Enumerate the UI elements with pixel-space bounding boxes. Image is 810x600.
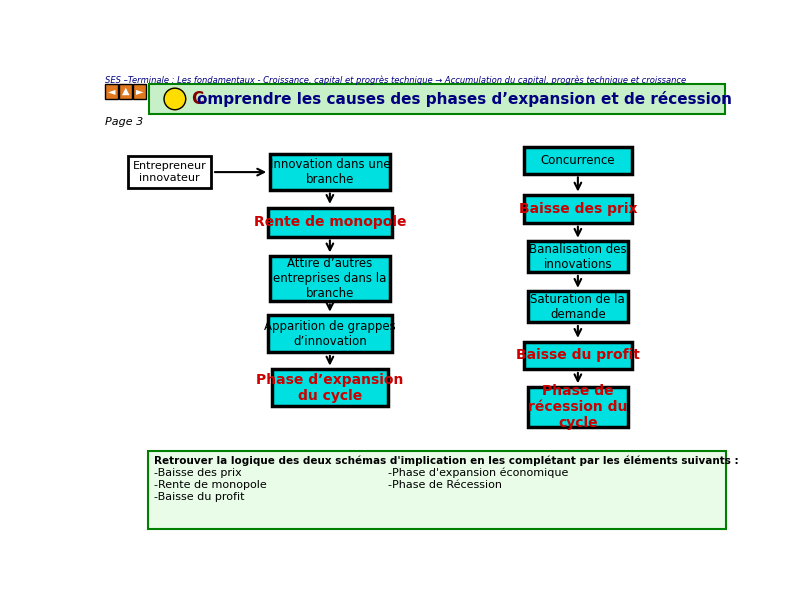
Text: Rente de monopole: Rente de monopole: [254, 215, 406, 229]
Text: Baisse du profit: Baisse du profit: [516, 349, 640, 362]
Bar: [133, 83, 146, 99]
Text: -Baisse du profit: -Baisse du profit: [154, 493, 245, 502]
Text: Attire d’autres
entreprises dans la
branche: Attire d’autres entreprises dans la bran…: [273, 257, 386, 300]
Bar: [270, 256, 390, 301]
Text: Concurrence: Concurrence: [540, 154, 615, 167]
Text: -Phase de Récession: -Phase de Récession: [388, 480, 502, 490]
Bar: [105, 83, 118, 99]
Bar: [523, 148, 632, 173]
Text: omprendre les causes des phases d’expansion et de récession: omprendre les causes des phases d’expans…: [198, 91, 732, 107]
Text: Innovation dans une
branche: Innovation dans une branche: [270, 158, 390, 186]
Text: Apparition de grappes
d’innovation: Apparition de grappes d’innovation: [264, 320, 396, 348]
Text: Saturation de la
demande: Saturation de la demande: [531, 293, 625, 321]
Bar: [119, 83, 132, 99]
Text: -Baisse des prix: -Baisse des prix: [154, 468, 241, 478]
Circle shape: [164, 88, 185, 110]
Bar: [523, 341, 632, 369]
Text: C: C: [191, 90, 203, 108]
Text: SES –Terminale : Les fondamentaux - Croissance, capital et progrès technique → A: SES –Terminale : Les fondamentaux - Croi…: [105, 76, 686, 85]
Text: Phase de
récession du
cycle: Phase de récession du cycle: [528, 384, 628, 430]
Text: Entrepreneur
innovateur: Entrepreneur innovateur: [133, 161, 207, 183]
Text: Baisse des prix: Baisse des prix: [518, 202, 637, 216]
Bar: [147, 451, 726, 529]
Text: -Rente de monopole: -Rente de monopole: [154, 480, 266, 490]
Text: Retrouver la logique des deux schémas d'implication en les complétant par les él: Retrouver la logique des deux schémas d'…: [154, 455, 739, 466]
Bar: [128, 156, 211, 188]
Bar: [270, 154, 390, 190]
Text: -Phase d'expansion économique: -Phase d'expansion économique: [388, 468, 569, 478]
Text: Page 3: Page 3: [105, 116, 143, 127]
Bar: [268, 316, 392, 352]
Bar: [527, 292, 629, 322]
Bar: [527, 241, 629, 272]
Text: Banalisation des
innovations: Banalisation des innovations: [529, 243, 627, 271]
Bar: [523, 195, 632, 223]
Text: ►: ►: [136, 86, 143, 96]
Bar: [268, 208, 392, 237]
Text: Phase d’expansion
du cycle: Phase d’expansion du cycle: [256, 373, 403, 403]
Bar: [149, 83, 725, 115]
Text: ▲: ▲: [122, 86, 130, 96]
Bar: [271, 369, 388, 406]
Text: ◄: ◄: [108, 86, 116, 96]
Bar: [527, 387, 629, 427]
